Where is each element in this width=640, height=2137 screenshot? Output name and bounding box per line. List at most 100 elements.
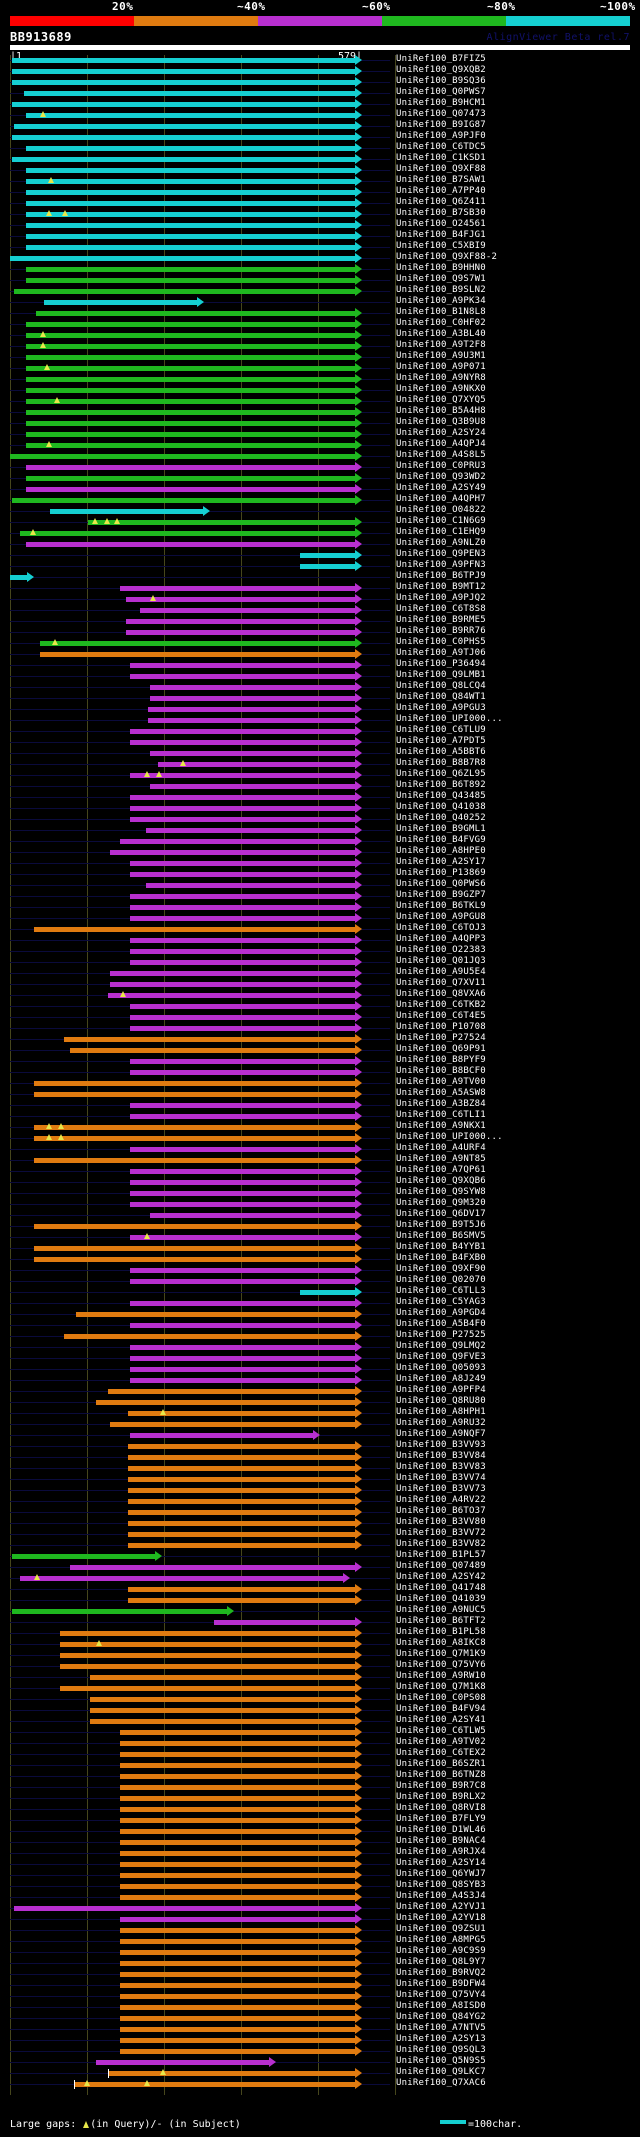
hsp-bar[interactable] <box>146 883 355 888</box>
alignment-row[interactable]: UniRef100_P27524 <box>0 1033 640 1045</box>
hsp-bar[interactable] <box>26 245 355 250</box>
subject-id-label[interactable]: UniRef100_A9NQF7 <box>396 1429 486 1439</box>
alignment-row[interactable]: UniRef100_B3VV93 <box>0 1440 640 1452</box>
hsp-bar[interactable] <box>34 927 355 932</box>
subject-id-label[interactable]: UniRef100_B3VV93 <box>396 1440 486 1450</box>
hsp-bar[interactable] <box>128 1543 355 1548</box>
subject-id-label[interactable]: UniRef100_B9GML1 <box>396 824 486 834</box>
subject-id-label[interactable]: UniRef100_A9RU32 <box>396 1418 486 1428</box>
alignment-row[interactable]: UniRef100_B3VV83 <box>0 1462 640 1474</box>
alignment-row[interactable]: UniRef100_B4FVG9 <box>0 835 640 847</box>
alignment-row[interactable]: UniRef100_B9T5J6 <box>0 1220 640 1232</box>
hsp-bar[interactable] <box>26 333 355 338</box>
subject-id-label[interactable]: UniRef100_Q9XQB2 <box>396 65 486 75</box>
alignment-row[interactable]: UniRef100_Q40252 <box>0 813 640 825</box>
alignment-row[interactable]: UniRef100_A9PFN3 <box>0 560 640 572</box>
subject-id-label[interactable]: UniRef100_B9IG87 <box>396 120 486 130</box>
alignment-row[interactable]: UniRef100_Q5N9S5 <box>0 2056 640 2068</box>
alignment-row[interactable]: UniRef100_Q6YWJ7 <box>0 1869 640 1881</box>
hsp-bar[interactable] <box>128 1411 355 1416</box>
hsp-bar[interactable] <box>36 311 355 316</box>
subject-id-label[interactable]: UniRef100_B6TPJ9 <box>396 571 486 581</box>
hsp-bar[interactable] <box>120 1994 355 1999</box>
subject-id-label[interactable]: UniRef100_A9NYR8 <box>396 373 486 383</box>
subject-id-label[interactable]: UniRef100_Q6DV17 <box>396 1209 486 1219</box>
subject-id-label[interactable]: UniRef100_Q8RU80 <box>396 1396 486 1406</box>
subject-id-label[interactable]: UniRef100_B9HHN0 <box>396 263 486 273</box>
hsp-bar[interactable] <box>120 839 355 844</box>
alignment-row[interactable]: UniRef100_A9T2F8 <box>0 340 640 352</box>
hsp-bar[interactable] <box>12 1609 227 1614</box>
subject-id-label[interactable]: UniRef100_B5A4H8 <box>396 406 486 416</box>
subject-id-label[interactable]: UniRef100_B4FVG9 <box>396 835 486 845</box>
alignment-row[interactable]: UniRef100_P10708 <box>0 1022 640 1034</box>
subject-id-label[interactable]: UniRef100_B6SMV5 <box>396 1231 486 1241</box>
hsp-bar[interactable] <box>26 487 355 492</box>
alignment-row[interactable]: UniRef100_C6TKB2 <box>0 1000 640 1012</box>
hsp-bar[interactable] <box>130 1301 355 1306</box>
hsp-bar[interactable] <box>130 1433 313 1438</box>
hsp-bar[interactable] <box>214 1620 355 1625</box>
alignment-row[interactable]: UniRef100_B6TKL9 <box>0 901 640 913</box>
subject-id-label[interactable]: UniRef100_A5ASW8 <box>396 1088 486 1098</box>
subject-id-label[interactable]: UniRef100_Q9XQB6 <box>396 1176 486 1186</box>
subject-id-label[interactable]: UniRef100_B4FJG1 <box>396 230 486 240</box>
subject-id-label[interactable]: UniRef100_C1KSD1 <box>396 153 486 163</box>
hsp-bar[interactable] <box>120 1961 355 1966</box>
alignment-row[interactable]: UniRef100_O22383 <box>0 945 640 957</box>
hsp-bar[interactable] <box>130 729 355 734</box>
hsp-bar[interactable] <box>128 1532 355 1537</box>
alignment-row[interactable]: UniRef100_A5B4F0 <box>0 1319 640 1331</box>
subject-id-label[interactable]: UniRef100_P13869 <box>396 868 486 878</box>
subject-id-label[interactable]: UniRef100_C6TOJ3 <box>396 923 486 933</box>
alignment-row[interactable]: UniRef100_C5XBI9 <box>0 241 640 253</box>
alignment-row[interactable]: UniRef100_C0PRU3 <box>0 461 640 473</box>
subject-id-label[interactable]: UniRef100_Q9PEN3 <box>396 549 486 559</box>
alignment-row[interactable]: UniRef100_Q7M1K9 <box>0 1649 640 1661</box>
subject-id-label[interactable]: UniRef100_A8IKC8 <box>396 1638 486 1648</box>
alignment-row[interactable]: UniRef100_A2SY13 <box>0 2034 640 2046</box>
alignment-row[interactable]: UniRef100_A4RV22 <box>0 1495 640 1507</box>
hsp-bar[interactable] <box>24 91 355 96</box>
hsp-bar[interactable] <box>130 1169 355 1174</box>
alignment-row[interactable]: UniRef100_A9TV02 <box>0 1737 640 1749</box>
alignment-row[interactable]: UniRef100_Q9FVE3 <box>0 1352 640 1364</box>
subject-id-label[interactable]: UniRef100_Q8LCQ4 <box>396 681 486 691</box>
subject-id-label[interactable]: UniRef100_B4YYB1 <box>396 1242 486 1252</box>
hsp-bar[interactable] <box>146 828 355 833</box>
alignment-row[interactable]: UniRef100_C1EHQ9 <box>0 527 640 539</box>
hsp-bar[interactable] <box>130 674 355 679</box>
hsp-bar[interactable] <box>26 366 355 371</box>
subject-id-label[interactable]: UniRef100_B9RVQ2 <box>396 1968 486 1978</box>
subject-id-label[interactable]: UniRef100_B8B7R8 <box>396 758 486 768</box>
hsp-bar[interactable] <box>120 2005 355 2010</box>
hsp-bar[interactable] <box>140 608 355 613</box>
alignment-row[interactable]: UniRef100_B9HHN0 <box>0 263 640 275</box>
subject-id-label[interactable]: UniRef100_Q05093 <box>396 1363 486 1373</box>
hsp-bar[interactable] <box>130 1202 355 1207</box>
subject-id-label[interactable]: UniRef100_Q93WD2 <box>396 472 486 482</box>
hsp-bar[interactable] <box>128 1521 355 1526</box>
alignment-row[interactable]: UniRef100_Q9LMB1 <box>0 670 640 682</box>
hsp-bar[interactable] <box>76 1312 355 1317</box>
alignment-row[interactable]: UniRef100_A8ISD0 <box>0 2001 640 2013</box>
alignment-row[interactable]: UniRef100_A2SY24 <box>0 428 640 440</box>
hsp-bar[interactable] <box>44 300 197 305</box>
subject-id-label[interactable]: UniRef100_Q69P91 <box>396 1044 486 1054</box>
alignment-row[interactable]: UniRef100_B7SB30 <box>0 208 640 220</box>
alignment-row[interactable]: UniRef100_Q41038 <box>0 802 640 814</box>
subject-id-label[interactable]: UniRef100_A2YV18 <box>396 1913 486 1923</box>
hsp-bar[interactable] <box>20 1576 343 1581</box>
hsp-bar[interactable] <box>110 850 355 855</box>
hsp-bar[interactable] <box>90 1719 355 1724</box>
alignment-row[interactable]: UniRef100_A7PP40 <box>0 186 640 198</box>
hsp-bar[interactable] <box>130 1367 355 1372</box>
alignment-row[interactable]: UniRef100_B7SAW1 <box>0 175 640 187</box>
hsp-bar[interactable] <box>12 58 355 63</box>
alignment-row[interactable]: UniRef100_Q8VXA6 <box>0 989 640 1001</box>
hsp-bar[interactable] <box>130 1378 355 1383</box>
subject-id-label[interactable]: UniRef100_D1WL46 <box>396 1825 486 1835</box>
subject-id-label[interactable]: UniRef100_A9NT85 <box>396 1154 486 1164</box>
subject-id-label[interactable]: UniRef100_Q8RVI8 <box>396 1803 486 1813</box>
subject-id-label[interactable]: UniRef100_A7NTV5 <box>396 2023 486 2033</box>
